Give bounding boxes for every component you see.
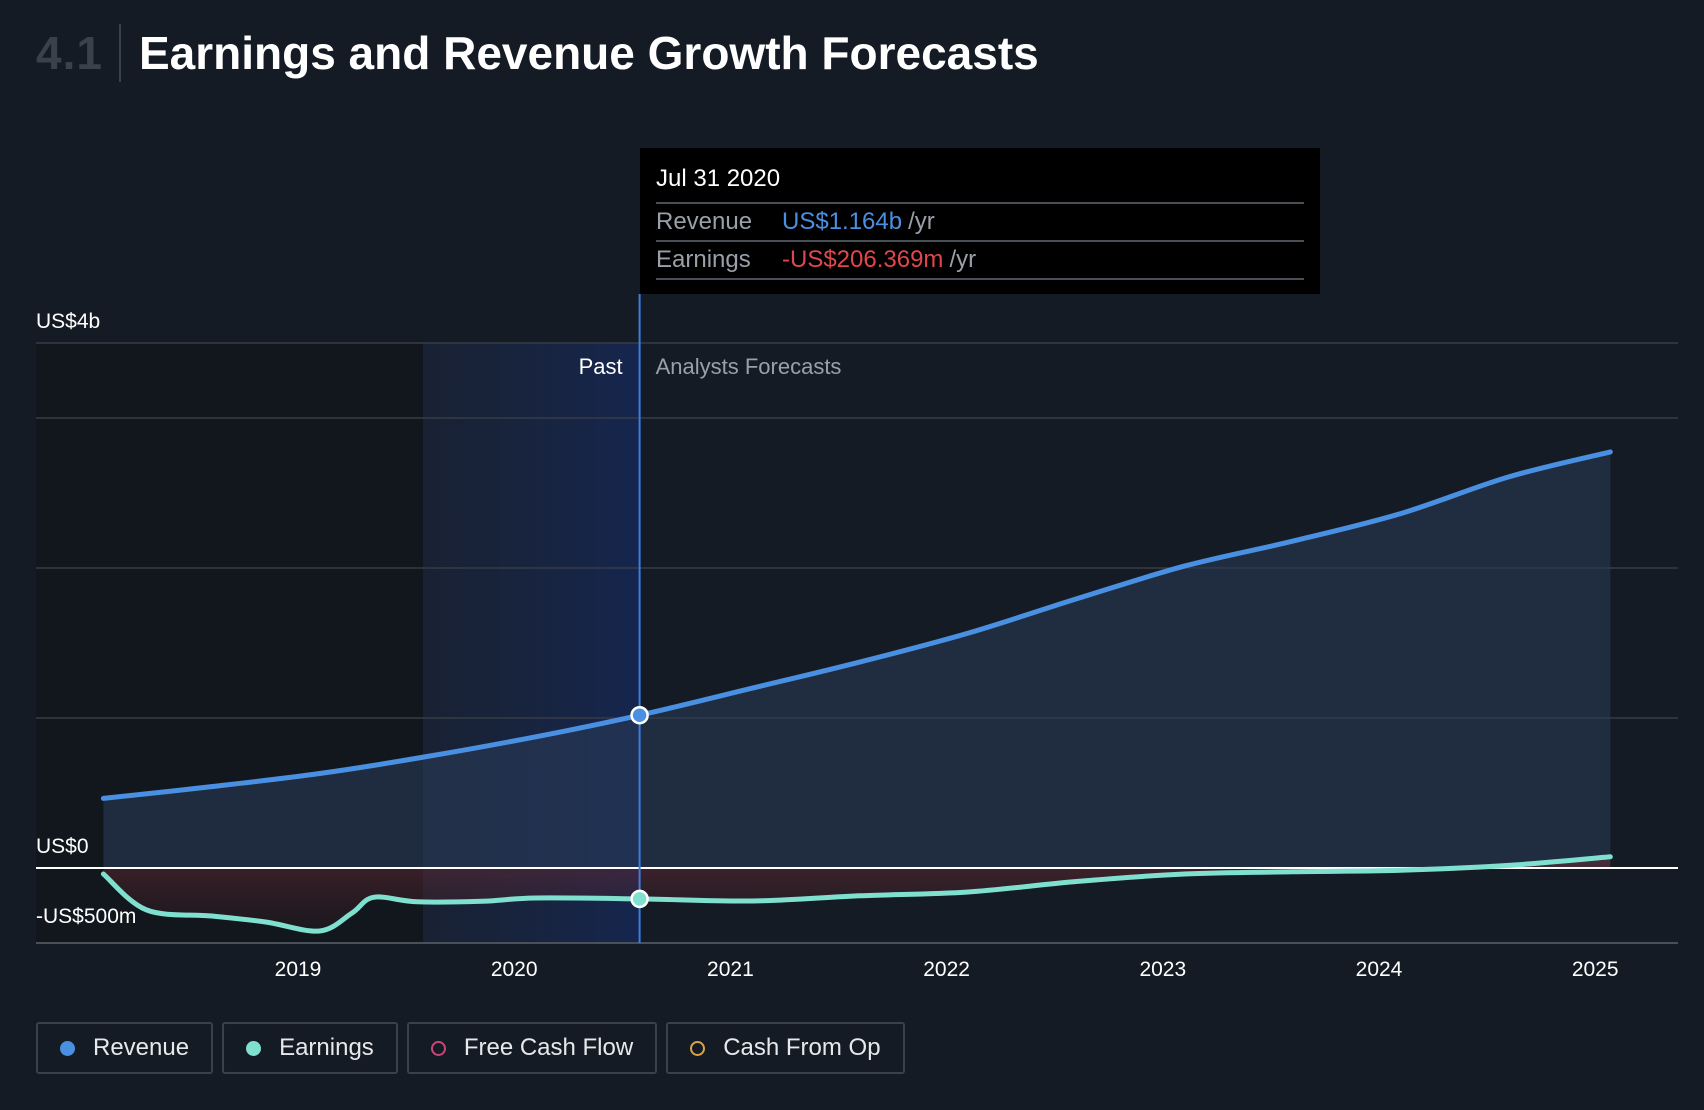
legend-cash-from-op-button[interactable]: Cash From Op: [666, 1022, 905, 1074]
cash-from-op-ring-icon: [690, 1040, 706, 1056]
legend-free-cash-flow-button[interactable]: Free Cash Flow: [406, 1022, 658, 1074]
tooltip-date: Jul 31 2020: [656, 164, 1304, 204]
past-label: Past: [579, 354, 623, 379]
earnings-hover-point[interactable]: [630, 889, 649, 909]
tooltip-earnings-unit: /yr: [949, 246, 977, 273]
x-tick-label: 2021: [707, 958, 754, 981]
growth-forecast-chart[interactable]: Past Analysts Forecasts US$4b US$0 -US$500…: [0, 0, 1704, 1010]
tooltip-revenue-unit: /yr: [908, 208, 935, 235]
section-number: 4.1: [36, 27, 103, 79]
forecast-label: Analysts Forecasts: [656, 354, 842, 379]
legend-cash-from-op-label: Cash From Op: [723, 1034, 881, 1061]
tooltip-earnings-label: Earnings: [656, 246, 751, 273]
x-axis-labels: 2019 2020 2021 2022 2023 2024 2025: [275, 958, 1619, 981]
x-tick-label: 2022: [923, 958, 970, 981]
earnings-line: [100, 854, 1613, 934]
y-tick-label: -US$500m: [36, 905, 136, 928]
tooltip-revenue-row: Revenue US$1.164b /yr: [656, 204, 1304, 242]
tooltip-earnings-value: -US$206.369m: [782, 246, 944, 273]
page-title: Earnings and Revenue Growth Forecasts: [138, 27, 1039, 79]
x-tick-label: 2019: [275, 958, 322, 981]
legend-revenue-button[interactable]: Revenue: [36, 1022, 214, 1074]
earnings-dot-icon: [246, 1040, 262, 1056]
x-tick-label: 2020: [491, 958, 538, 981]
x-tick-label: 2023: [1139, 958, 1186, 981]
hover-tooltip: Jul 31 2020 Revenue US$1.164b /yr Earnin…: [640, 148, 1320, 294]
tooltip-revenue-label: Revenue: [656, 208, 753, 235]
y-tick-label: US$0: [36, 835, 89, 858]
legend-earnings-label: Earnings: [279, 1034, 374, 1061]
free-cash-flow-ring-icon: [430, 1040, 446, 1056]
section-header: 4.1 Earnings and Revenue Growth Forecast…: [36, 18, 1039, 88]
y-tick-label: US$4b: [36, 310, 100, 333]
header-divider: [118, 24, 121, 82]
revenue-line: [100, 449, 1613, 801]
chart-legend: Revenue Earnings Free Cash Flow Cash Fro…: [36, 1022, 914, 1074]
tooltip-revenue-value: US$1.164b: [782, 208, 903, 235]
revenue-dot-icon: [60, 1040, 75, 1056]
tooltip-earnings-row: Earnings -US$206.369m /yr: [656, 242, 1304, 280]
x-tick-label: 2025: [1572, 958, 1619, 981]
x-tick-label: 2024: [1356, 958, 1403, 981]
legend-free-cash-flow-label: Free Cash Flow: [463, 1034, 634, 1061]
revenue-hover-point[interactable]: [630, 705, 649, 725]
legend-earnings-button[interactable]: Earnings: [222, 1022, 398, 1074]
y-axis-labels: US$4b US$0 -US$500m: [36, 310, 136, 928]
legend-revenue-label: Revenue: [93, 1034, 190, 1061]
